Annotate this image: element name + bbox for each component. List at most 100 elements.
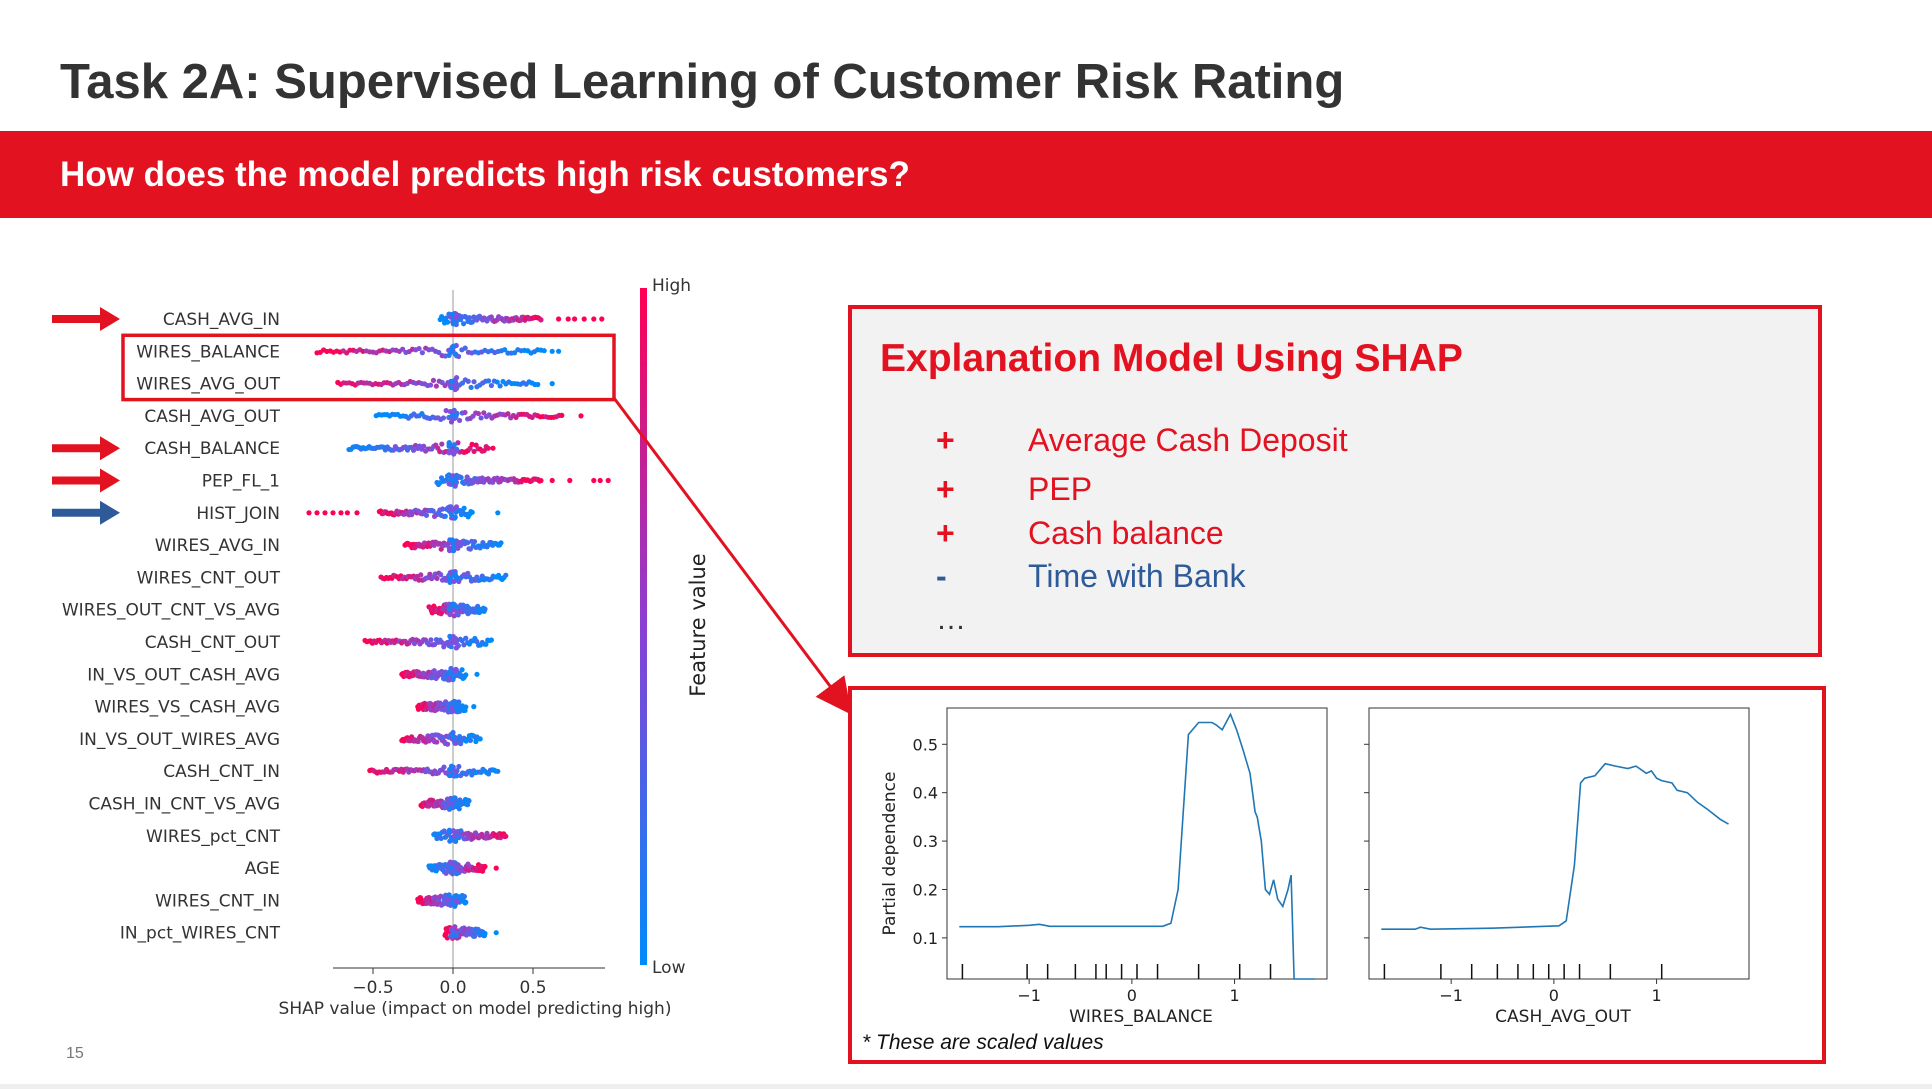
subtitle-banner: How does the model predicts high risk cu… xyxy=(0,131,1932,218)
feature-label: CASH_CNT_OUT xyxy=(145,633,281,653)
shap-point xyxy=(441,764,447,770)
shap-point xyxy=(446,547,453,554)
shap-point xyxy=(451,613,457,619)
shap-outlier-point xyxy=(306,510,312,516)
shap-point xyxy=(468,384,474,391)
shap-point xyxy=(438,835,444,841)
shap-outlier-point xyxy=(322,510,328,516)
shap-point xyxy=(443,477,449,483)
shap-point xyxy=(453,351,459,357)
shap-point xyxy=(449,412,455,419)
positive-driver-arrow xyxy=(52,436,120,461)
shap-outlier-point xyxy=(477,736,483,742)
shap-point xyxy=(448,705,455,711)
shap-point xyxy=(443,407,449,414)
feature-label: WIRES_VS_CASH_AVG xyxy=(94,698,280,718)
shap-outlier-point xyxy=(549,381,555,387)
feature-label: WIRES_CNT_IN xyxy=(155,891,280,911)
shap-point xyxy=(497,383,503,389)
shap-outlier-point xyxy=(490,445,496,451)
explanation-text: Cash balance xyxy=(1028,515,1224,551)
shap-point xyxy=(559,412,565,418)
shap-point xyxy=(462,409,468,416)
shap-point xyxy=(452,386,458,393)
x-axis-label: SHAP value (impact on model predicting h… xyxy=(279,999,672,1019)
shap-point xyxy=(426,642,432,648)
shap-outlier-point xyxy=(591,477,597,484)
shap-explanation-box: Explanation Model Using SHAP + Average Ca… xyxy=(848,305,1822,657)
partial-dependence-plots: 0.1 0.2 0.3 0.4 0.5 −1 0 1 WIRES_BALANCE Partial … xyxy=(880,707,1750,1027)
shap-point xyxy=(467,831,473,838)
shap-point xyxy=(447,505,454,511)
explanation-sign: + xyxy=(936,471,955,507)
y-tick-label: 0.5 xyxy=(913,735,938,754)
shap-point xyxy=(494,475,500,481)
shap-point xyxy=(448,796,455,803)
shap-point xyxy=(447,766,453,772)
pd-y-axis-label: Partial dependence xyxy=(880,772,900,936)
shap-point xyxy=(452,903,458,909)
shap-point xyxy=(538,317,544,323)
explanation-ellipsis: … xyxy=(936,603,966,636)
shap-point xyxy=(458,474,464,481)
x-tick-label: 0.0 xyxy=(439,978,466,998)
shap-point xyxy=(469,319,475,325)
shap-point xyxy=(439,441,445,447)
shap-outlier-point xyxy=(474,671,480,677)
shap-point xyxy=(463,672,469,678)
shap-outlier-point xyxy=(556,348,562,354)
shap-point xyxy=(452,571,458,577)
feature-label: CASH_AVG_OUT xyxy=(144,407,280,427)
shap-point xyxy=(446,352,452,358)
shap-point xyxy=(467,445,473,451)
slide-title: Task 2A: Supervised Learning of Customer… xyxy=(60,55,1345,109)
pd-x-axis-label: CASH_AVG_OUT xyxy=(1495,1007,1631,1027)
shap-point xyxy=(453,509,459,515)
shap-point xyxy=(471,448,477,455)
feature-label: WIRES_AVG_IN xyxy=(155,536,280,556)
shap-point xyxy=(410,447,417,453)
shap-point xyxy=(482,606,488,612)
explanation-item: - Time with Bank xyxy=(936,560,1246,592)
shap-point xyxy=(495,768,501,774)
shap-point xyxy=(434,739,440,745)
shap-point xyxy=(453,608,460,614)
shap-outlier-point xyxy=(493,930,499,936)
explanation-item: + PEP xyxy=(936,473,1092,505)
colorbar-low-label: Low xyxy=(652,958,686,978)
shap-point xyxy=(446,829,452,835)
shap-outlier-point xyxy=(565,316,571,322)
shap-point xyxy=(482,863,488,870)
explanation-text: Average Cash Deposit xyxy=(1028,422,1348,458)
shap-point xyxy=(471,379,477,385)
feature-label: HIST_JOIN xyxy=(196,504,280,524)
shap-point xyxy=(453,898,459,904)
feature-label: PEP_FL_1 xyxy=(202,472,280,492)
shap-point xyxy=(440,415,447,421)
shap-point xyxy=(451,833,457,839)
shap-outlier-point xyxy=(599,316,605,322)
shap-point xyxy=(469,509,475,515)
shap-point xyxy=(450,828,457,834)
shap-point xyxy=(498,540,504,546)
x-tick-label: −1 xyxy=(1017,986,1041,1005)
shap-point xyxy=(452,476,459,482)
shap-point xyxy=(471,539,478,545)
shap-point xyxy=(430,797,436,804)
shap-point xyxy=(482,930,488,937)
shap-point xyxy=(541,348,547,354)
negative-driver-arrow xyxy=(52,500,120,525)
x-tick-label: 0 xyxy=(1549,986,1559,1005)
positive-driver-arrow xyxy=(52,468,120,493)
shap-point xyxy=(453,315,459,321)
shap-point xyxy=(461,893,468,900)
shap-point xyxy=(538,477,544,484)
shap-point xyxy=(502,347,508,353)
footer-divider xyxy=(0,1084,1932,1089)
shap-point xyxy=(449,311,455,318)
shap-point xyxy=(503,572,509,578)
shap-point xyxy=(463,635,469,641)
y-tick-label: 0.2 xyxy=(913,880,938,899)
feature-label: CASH_IN_CNT_VS_AVG xyxy=(88,795,280,815)
shap-point xyxy=(433,383,439,389)
